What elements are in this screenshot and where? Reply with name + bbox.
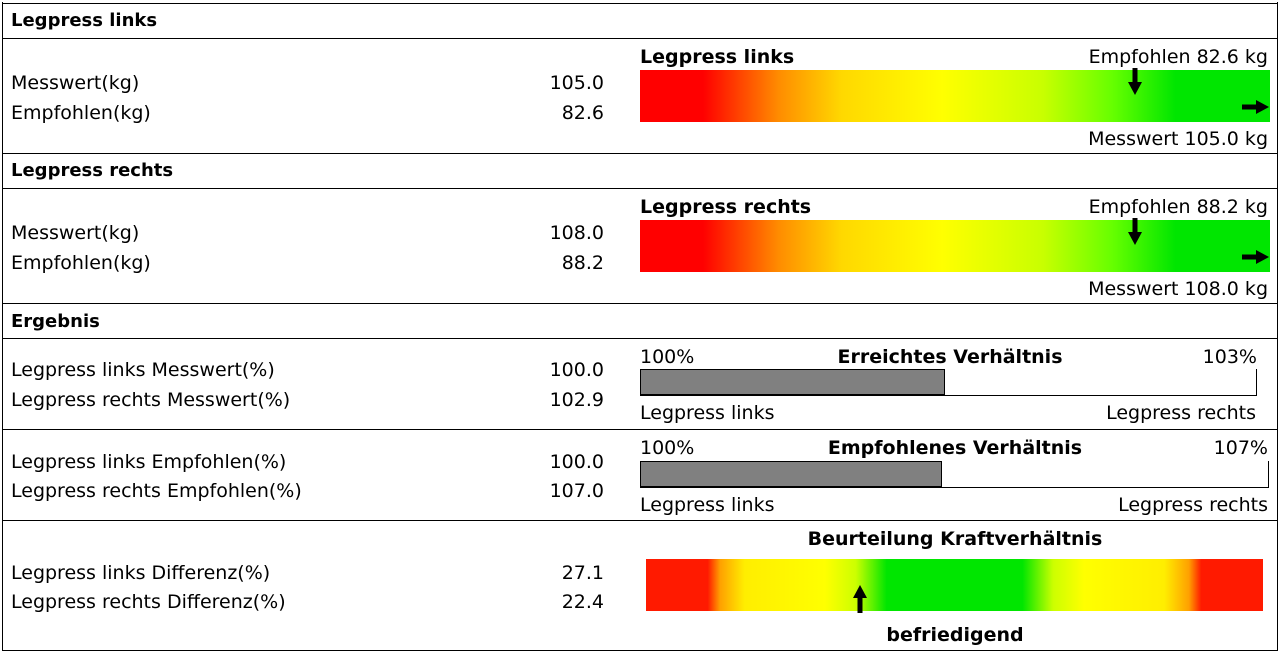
gauge-title: Legpress rechts	[640, 196, 812, 218]
row-value: 107.0	[549, 480, 604, 502]
row-value: 108.0	[549, 222, 604, 244]
gauge-measured-label: Messwert 105.0 kg	[1088, 128, 1268, 150]
row-label: Legpress links Differenz(%)	[11, 562, 271, 584]
ratio-bar	[640, 369, 1257, 396]
divider	[2, 153, 1277, 154]
gauge-recommended-label: Empfohlen 88.2 kg	[1088, 196, 1268, 218]
row-value: 105.0	[549, 72, 604, 94]
ratio-right-label: Legpress rechts	[1106, 402, 1256, 424]
row-label: Empfohlen(kg)	[11, 102, 151, 124]
gauge-color-scale	[640, 220, 1270, 272]
ratio-title: Empfohlenes Verhältnis	[827, 437, 1083, 459]
ratio-bar	[640, 461, 1269, 488]
ratio-right-percent: 103%	[1202, 346, 1257, 368]
section-title-legpress-links: Legpress links	[11, 10, 158, 31]
divider	[2, 520, 1277, 521]
section-title-legpress-rechts: Legpress rechts	[11, 160, 174, 181]
divider	[2, 429, 1277, 430]
divider	[2, 38, 1277, 39]
divider	[2, 188, 1277, 189]
gauge-color-scale	[640, 70, 1270, 122]
row-label: Legpress links Messwert(%)	[11, 359, 275, 381]
ratio-bar-fill	[640, 369, 945, 395]
row-value: 102.9	[549, 389, 604, 411]
gauge-measured-label: Messwert 108.0 kg	[1088, 278, 1268, 300]
row-value: 100.0	[549, 359, 604, 381]
evaluation-title: Beurteilung Kraftverhältnis	[807, 528, 1103, 550]
row-label: Legpress rechts Empfohlen(%)	[11, 480, 302, 502]
ratio-left-percent: 100%	[640, 437, 695, 459]
down-arrow-icon	[1128, 218, 1142, 245]
divider	[2, 3, 1277, 4]
ratio-left-percent: 100%	[640, 346, 695, 368]
ratio-right-percent: 107%	[1213, 437, 1268, 459]
divider	[2, 303, 1277, 304]
gauge-title: Legpress links	[640, 46, 795, 68]
row-label: Legpress links Empfohlen(%)	[11, 451, 287, 473]
row-value: 88.2	[561, 252, 604, 274]
gauge-recommended-label: Empfohlen 82.6 kg	[1088, 46, 1268, 68]
right-arrow-icon	[1242, 250, 1269, 264]
row-label: Messwert(kg)	[11, 222, 140, 244]
section-title-ergebnis: Ergebnis	[11, 311, 100, 332]
row-value: 27.1	[561, 562, 604, 584]
row-label: Empfohlen(kg)	[11, 252, 151, 274]
row-value: 22.4	[561, 591, 604, 613]
evaluation-color-scale	[646, 559, 1263, 611]
up-arrow-icon	[853, 585, 868, 613]
ratio-left-label: Legpress links	[640, 402, 775, 424]
ratio-bar-fill	[640, 461, 943, 487]
down-arrow-icon	[1128, 68, 1142, 95]
ratio-right-label: Legpress rechts	[1118, 494, 1268, 516]
evaluation-result: befriedigend	[886, 624, 1024, 646]
row-label: Legpress rechts Differenz(%)	[11, 591, 286, 613]
ratio-left-label: Legpress links	[640, 494, 775, 516]
row-value: 100.0	[549, 451, 604, 473]
row-value: 82.6	[561, 102, 604, 124]
frame-left-border	[2, 2, 3, 651]
row-label: Messwert(kg)	[11, 72, 140, 94]
ratio-title: Erreichtes Verhältnis	[837, 346, 1063, 368]
frame-right-border	[1277, 2, 1278, 651]
divider	[2, 338, 1277, 339]
right-arrow-icon	[1242, 100, 1269, 114]
row-label: Legpress rechts Messwert(%)	[11, 389, 291, 411]
